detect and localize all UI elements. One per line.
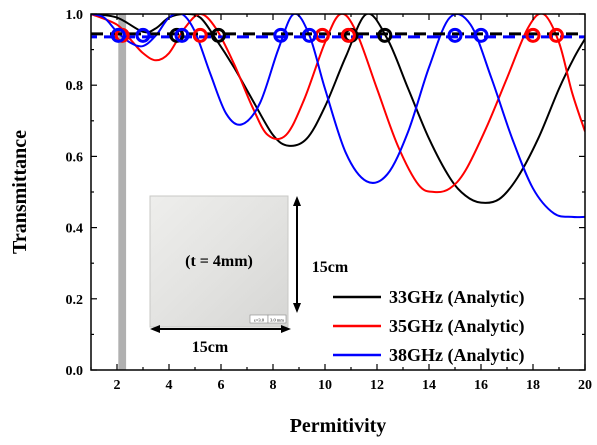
x-axis-title: Permitivity xyxy=(290,415,387,437)
sticker-left-text: ε=3.0 xyxy=(254,318,265,323)
series-line-1 xyxy=(91,14,585,194)
series-line-0 xyxy=(91,14,585,204)
series-line-2 xyxy=(91,14,585,219)
width-arrow-left xyxy=(150,325,160,333)
legend: 33GHz (Analytic) 35GHz (Analytic) 38GHz (A… xyxy=(333,287,524,366)
series-0-marker xyxy=(210,27,226,43)
plate-photo xyxy=(149,195,289,328)
y-axis: 0.0 0.2 0.4 0.6 0.8 1.0 xyxy=(66,8,585,379)
series-2-marker xyxy=(273,27,289,43)
series-1-marker xyxy=(525,27,541,43)
x-tick-label: 4 xyxy=(166,378,173,393)
x-tick-label: 18 xyxy=(526,378,540,393)
series-2-marker xyxy=(174,27,190,43)
highlight-band xyxy=(118,14,127,370)
x-tick-label: 10 xyxy=(318,378,332,393)
inset-photo: (t = 4mm) ε=3.0 3.0 mm 15cm 15cm xyxy=(149,195,349,356)
series-1-marker xyxy=(548,27,564,43)
x-tick-label: 16 xyxy=(474,378,488,393)
y-tick-label: 0.6 xyxy=(66,150,84,165)
width-label: 15cm xyxy=(192,339,229,356)
series-2-marker xyxy=(110,27,126,43)
height-arrow-bottom xyxy=(293,303,301,313)
series-1-marker xyxy=(340,27,356,43)
x-tick-label: 12 xyxy=(370,378,384,393)
series-0-marker xyxy=(169,27,185,43)
height-label: 15cm xyxy=(312,259,349,276)
series-2-marker xyxy=(447,27,463,43)
series-2-marker xyxy=(135,27,151,43)
x-tick-label: 2 xyxy=(114,378,121,393)
series-1-marker xyxy=(192,27,208,43)
legend-label-0: 33GHz (Analytic) xyxy=(389,287,524,308)
marker-layer xyxy=(110,27,564,43)
y-axis-title: Transmittance xyxy=(9,130,31,254)
plate-sticker-right xyxy=(267,314,287,324)
height-arrow-top xyxy=(293,196,301,206)
y-tick-label: 0.4 xyxy=(66,222,84,237)
y-tick-label: 1.0 xyxy=(66,8,84,23)
width-arrow-right xyxy=(281,325,291,333)
series-2-marker xyxy=(473,27,489,43)
series-layer xyxy=(91,14,585,219)
x-tick-label: 20 xyxy=(578,378,592,393)
thickness-label: (t = 4mm) xyxy=(185,253,253,270)
x-tick-label: 6 xyxy=(218,378,225,393)
x-axis: 2 4 6 8 10 12 14 16 18 20 xyxy=(90,14,592,393)
threshold-layer xyxy=(91,32,585,39)
y-tick-label: 0.2 xyxy=(66,293,84,308)
x-tick-label: 14 xyxy=(422,378,436,393)
series-2-marker xyxy=(301,27,317,43)
sticker-right-text: 3.0 mm xyxy=(270,318,284,323)
legend-label-1: 35GHz (Analytic) xyxy=(389,316,524,337)
y-tick-label: 0.0 xyxy=(66,364,84,379)
x-tick-label: 8 xyxy=(270,378,277,393)
legend-label-2: 38GHz (Analytic) xyxy=(389,345,524,366)
y-tick-label: 0.8 xyxy=(66,79,84,94)
series-0-marker xyxy=(377,27,393,43)
